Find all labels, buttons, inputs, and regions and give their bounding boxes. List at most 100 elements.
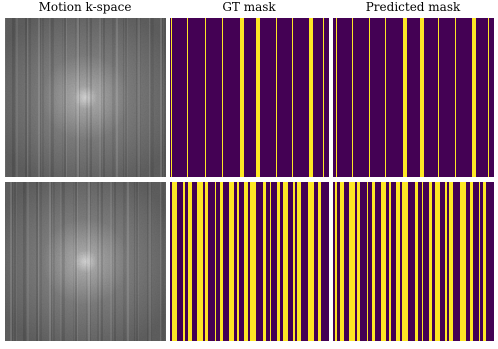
kspace-streak [116, 18, 118, 177]
kspace-streak [5, 18, 6, 177]
mask-line [396, 182, 400, 341]
mask-line [389, 182, 391, 341]
mask-line [171, 18, 172, 177]
mask-line [435, 182, 440, 341]
kspace-streak [151, 182, 152, 341]
mask-line [188, 182, 192, 341]
kspace-streak [125, 18, 127, 177]
mask-line [183, 182, 185, 341]
kspace-streak [42, 18, 44, 177]
mask-line [403, 18, 407, 177]
kspace-streak [64, 182, 65, 341]
kspace-streak [86, 182, 87, 341]
kspace-streak [86, 18, 88, 177]
mask-line [402, 182, 408, 341]
kspace-streak [75, 182, 77, 341]
kspace-streak [99, 18, 101, 177]
mask-line [222, 18, 223, 177]
kspace-streak [97, 182, 99, 341]
kspace-streak [49, 18, 50, 177]
mask-line [438, 18, 439, 177]
mask-line [381, 182, 386, 341]
kspace-streak [138, 182, 139, 341]
kspace-image [5, 18, 166, 177]
kspace-streak [114, 182, 116, 341]
mask-line [385, 18, 386, 177]
kspace-streak [160, 182, 161, 341]
kspace-streak [51, 18, 53, 177]
kspace-streak [138, 18, 140, 177]
kspace-streak [90, 18, 92, 177]
mask-line [335, 182, 337, 341]
mask-line [460, 182, 466, 341]
kspace-streak [12, 18, 14, 177]
mask-line [479, 182, 480, 341]
kspace-streak [29, 18, 31, 177]
mask-line [292, 18, 293, 177]
kspace-streak [153, 18, 154, 177]
mask-line [472, 18, 476, 177]
kspace-streak [127, 18, 128, 177]
kspace-streak [16, 18, 18, 177]
kspace-streak [88, 18, 89, 177]
kspace-streak [25, 18, 27, 177]
kspace-streak [10, 182, 12, 341]
kspace-streak [53, 182, 55, 341]
kspace-streak [75, 18, 76, 177]
kspace-streak [151, 18, 153, 177]
kspace-streak [23, 182, 25, 341]
mask-line [318, 182, 321, 341]
mask-line [352, 18, 353, 177]
panel-title: Predicted mask [366, 0, 461, 14]
mask-line [276, 18, 277, 177]
kspace-streak [73, 182, 74, 341]
mask-background [170, 182, 329, 341]
mask-line [357, 182, 360, 341]
kspace-streak [112, 18, 114, 177]
mask-background [333, 18, 494, 177]
kspace-streak [51, 182, 52, 341]
mask-line [205, 182, 208, 341]
mask-line [415, 182, 418, 341]
mask-line [229, 182, 234, 341]
kspace-streak [90, 182, 91, 341]
mask-line [250, 182, 256, 341]
kspace-streak [27, 182, 29, 341]
kspace-image [5, 182, 166, 341]
mask-line [367, 182, 368, 341]
kspace-streak [101, 18, 102, 177]
mask-line [483, 182, 486, 341]
kspace-streak [164, 182, 165, 341]
mask-line [283, 182, 288, 341]
kspace-streak [77, 182, 78, 341]
kspace-streak [49, 182, 51, 341]
mask-line [372, 182, 375, 341]
kspace-streak [110, 182, 112, 341]
mask-line [336, 18, 337, 177]
mask-line [369, 18, 370, 177]
mask-line [205, 18, 206, 177]
mask-line [244, 182, 248, 341]
kspace-streak [38, 182, 39, 341]
kspace-streak [38, 18, 40, 177]
kspace-streak [162, 182, 164, 341]
panel-title: GT mask [222, 0, 276, 14]
panel-title: Motion k-space [39, 0, 132, 14]
mask-line [422, 182, 423, 341]
mask-line [270, 182, 271, 341]
kspace-streak [62, 18, 63, 177]
mask-line [172, 182, 177, 341]
kspace-streak [147, 182, 148, 341]
mask-line [237, 182, 239, 341]
kspace-streak [27, 18, 28, 177]
kspace-streak [79, 18, 80, 177]
mask-line [429, 182, 432, 341]
mask-line [445, 182, 447, 341]
mask-line [449, 182, 453, 341]
kspace-streak [114, 18, 115, 177]
kspace-streak [40, 182, 42, 341]
mask-line [277, 182, 280, 341]
kspace-streak [64, 18, 66, 177]
mask-line [256, 18, 260, 177]
